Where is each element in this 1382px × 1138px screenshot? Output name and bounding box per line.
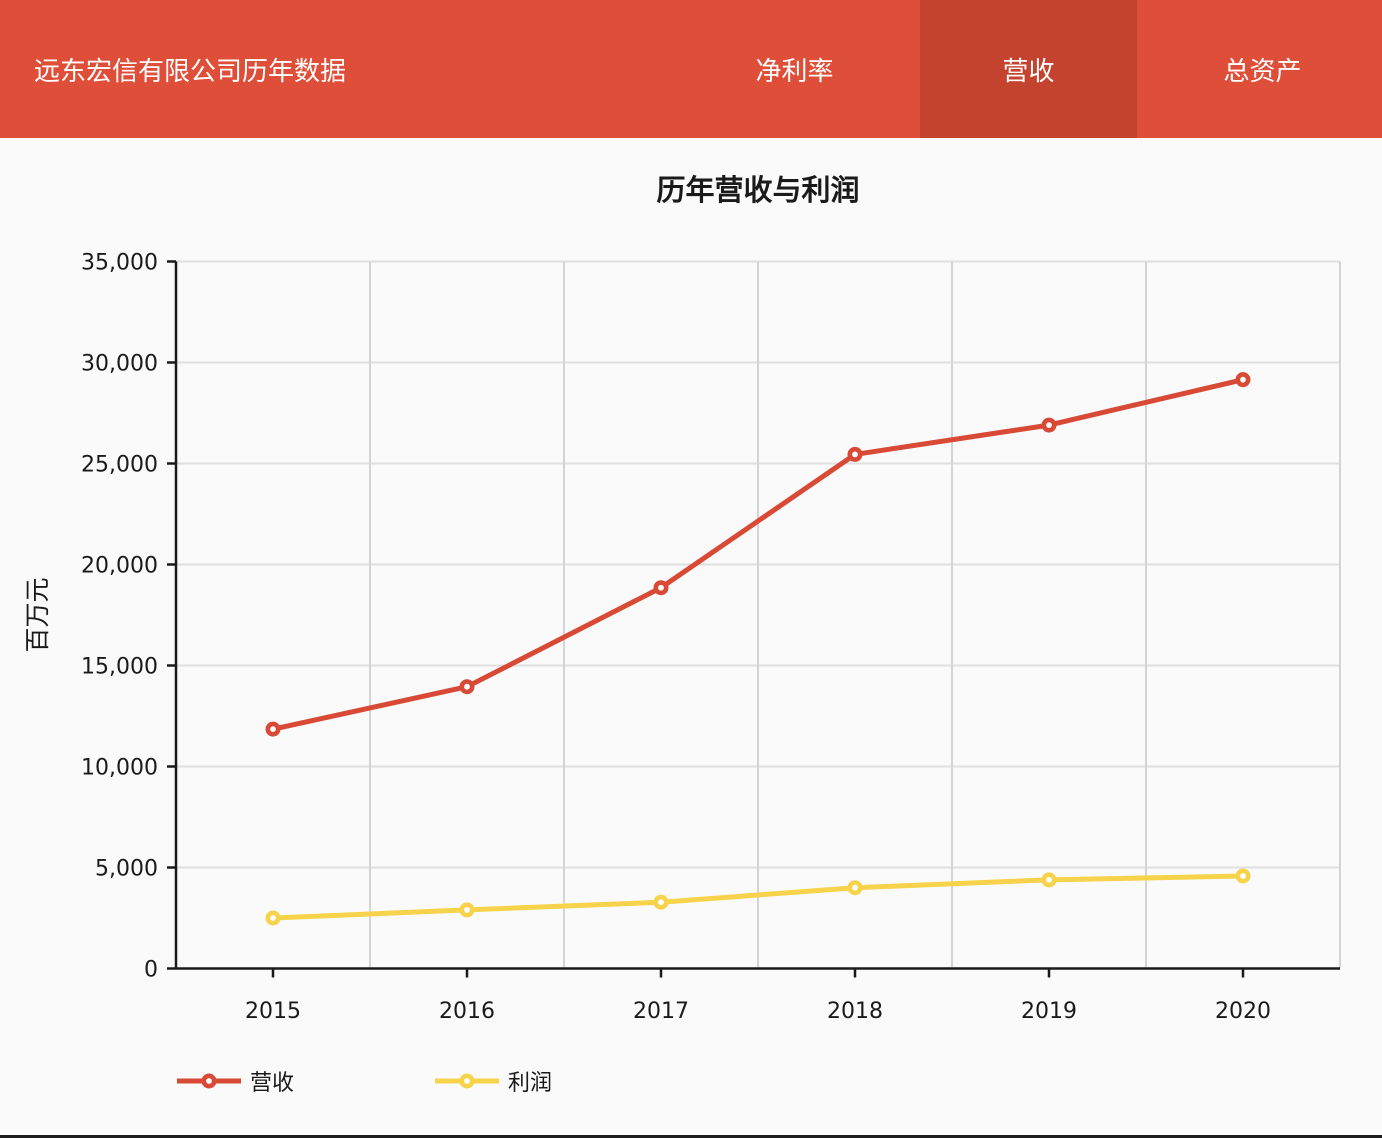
revenue-data-point <box>847 446 863 462</box>
legend-swatch-revenue-icon <box>177 1073 241 1089</box>
line-chart: 0 5,000 10,000 15,000 20,000 25,000 30,000 35,0… <box>23 251 1341 1024</box>
profit-data-point <box>459 902 475 918</box>
profit-data-point <box>1041 872 1057 888</box>
app-title: 远东宏信有限公司历年数据 <box>34 56 347 87</box>
profit-data-point <box>653 894 669 910</box>
legend-marker-profit-icon <box>459 1073 475 1089</box>
legend-label-profit: 利润 <box>508 1071 553 1096</box>
y-tick-label: 10,000 <box>81 756 158 781</box>
tab-net-profit-margin[interactable]: 净利率 <box>755 56 834 87</box>
profit-series-line <box>270 873 1246 921</box>
legend-label-revenue: 营收 <box>250 1071 295 1096</box>
y-tick-label: 25,000 <box>81 453 158 478</box>
revenue-data-point <box>1235 372 1251 388</box>
y-tick-label: 30,000 <box>81 352 158 377</box>
x-tick-label: 2017 <box>633 999 689 1024</box>
x-tick-label: 2018 <box>827 999 883 1024</box>
revenue-data-point <box>265 721 281 737</box>
revenue-data-point <box>653 580 669 596</box>
y-tick-label: 0 <box>144 958 158 983</box>
y-tick-label: 35,000 <box>81 251 158 276</box>
y-tick-label: 5,000 <box>95 857 158 882</box>
x-tick-label: 2015 <box>245 999 301 1024</box>
x-tick-label: 2016 <box>439 999 495 1024</box>
bottom-edge <box>0 1135 1382 1138</box>
profit-data-point <box>265 910 281 926</box>
y-axis-title: 百万元 <box>23 577 52 652</box>
chart-title: 历年营收与利润 <box>656 173 860 207</box>
tab-revenue[interactable]: 营收 <box>920 0 1137 138</box>
revenue-series-line <box>270 377 1246 732</box>
tab-bar: 净利率 营收 总资产 <box>686 0 1371 138</box>
legend-marker-revenue-icon <box>201 1073 217 1089</box>
legend-swatch-profit-icon <box>435 1073 499 1089</box>
profit-data-point <box>847 880 863 896</box>
app-header: 远东宏信有限公司历年数据 净利率 营收 总资产 <box>0 0 1382 138</box>
x-tick-label: 2019 <box>1021 999 1077 1024</box>
y-tick-label: 15,000 <box>81 655 158 680</box>
tab-total-assets[interactable]: 总资产 <box>1223 56 1302 87</box>
x-tick-label: 2020 <box>1215 999 1271 1024</box>
profit-data-point <box>1235 868 1251 884</box>
chart-legend: 营收 利润 <box>0 1063 1382 1099</box>
legend-item-revenue: 营收 <box>177 1063 294 1099</box>
revenue-data-point <box>459 679 475 695</box>
revenue-data-point <box>1041 417 1057 433</box>
legend-item-profit: 利润 <box>435 1063 552 1099</box>
y-tick-label: 20,000 <box>81 554 158 579</box>
